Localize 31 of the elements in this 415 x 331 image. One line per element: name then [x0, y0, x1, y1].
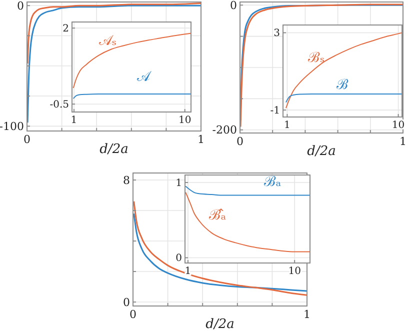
y-tick-label: -100	[0, 120, 24, 134]
line-series	[285, 32, 402, 109]
x-tick-label: 1	[284, 120, 290, 131]
x-tick-label: 1	[400, 135, 406, 148]
x-axis-title: d/2a	[307, 144, 336, 159]
series-label: ℬ	[336, 76, 348, 93]
line-series	[185, 186, 310, 196]
y-tick-label: -1	[270, 106, 280, 117]
y-tick-label: -0.5	[50, 100, 69, 111]
line-series	[26, 4, 202, 124]
y-tick-label: 2	[62, 24, 69, 35]
series-label: 𝒜ₛ	[98, 32, 117, 49]
line-series	[72, 32, 192, 88]
series-label: ℬₛ	[308, 50, 325, 66]
x-tick-label: 10	[178, 115, 192, 126]
x-axis-title: d/2a	[206, 317, 234, 331]
x-axis-title: d/2a	[100, 142, 128, 157]
y-tick-label: 3	[274, 28, 280, 40]
line-series	[133, 200, 308, 296]
line-series	[285, 94, 402, 103]
x-tick-label: 10	[288, 266, 301, 277]
line-series	[26, 2, 202, 64]
series-label: 𝒜	[136, 68, 152, 85]
line-series	[185, 192, 310, 252]
x-tick-label: 1	[198, 133, 204, 146]
y-tick-label: 8	[123, 174, 130, 187]
x-tick-label: 1	[70, 115, 78, 126]
series-label: ℬ̂ₐ	[208, 208, 227, 224]
x-tick-label: 10	[392, 120, 405, 131]
y-tick-label: -200	[212, 124, 237, 137]
series-label: ℬₐ	[264, 174, 282, 190]
